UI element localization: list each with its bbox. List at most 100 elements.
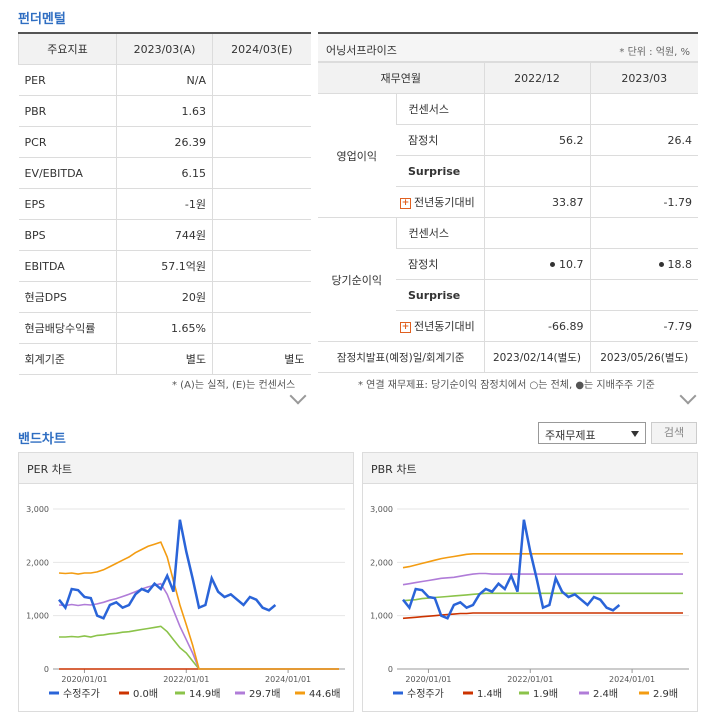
fundamental-title: 펀더멘털 <box>18 12 66 27</box>
series-line-2 <box>59 625 339 670</box>
row-value-1: 10.7 <box>483 248 591 280</box>
row-value-2 <box>589 93 699 125</box>
row-label-text: Surprise <box>408 288 461 302</box>
fundamental-note: * (A)는 실적, (E)는 컨센서스 <box>172 380 296 391</box>
header-col2: 2023/03 <box>589 62 699 94</box>
table-row: 잠정치발표(예정)일/회계기준 2023/02/14(별도) 2023/05/26(… <box>318 341 699 373</box>
row-value-1-text: 33.87 <box>552 195 584 209</box>
row-label: + 전년동기대비 <box>396 186 485 218</box>
row-label-text: 잠정치 <box>408 258 439 271</box>
row-value-2 <box>589 217 699 249</box>
row-actual: N/A <box>116 64 213 96</box>
earnings-table: 재무연월 2022/12 2023/03 영업이익 컨센서스 잠정치 56.2 26.4… <box>318 62 699 373</box>
row-label-text: 컨센서스 <box>408 227 449 240</box>
row-actual: 57.1억원 <box>116 250 213 282</box>
earnings-header: 어닝서프라이즈 * 단위 : 억원, % <box>318 32 698 62</box>
legend-label: 수정주가 <box>407 688 444 700</box>
row-value-2-text: 18.8 <box>667 257 693 271</box>
legend-label: 0.0배 <box>133 688 158 700</box>
table-row: 당기순이익 컨센서스 <box>318 217 699 342</box>
table-row: 회계기준 별도 별도 <box>18 343 311 375</box>
expand-icon[interactable]: + <box>400 321 411 333</box>
header-col1: 2022/12 <box>483 62 591 94</box>
pbr-chart: 3,000 2,000 1,000 0 2020/01/01 2022/01/01 2024… <box>370 505 689 700</box>
row-label: BPS <box>18 219 117 251</box>
row-estimate <box>212 281 311 313</box>
x-tick-label: 2022/01/01 <box>163 675 209 684</box>
row-value-1 <box>483 217 591 249</box>
row-label: 현금배당수익률 <box>18 312 117 344</box>
fundamental-table: 주요지표 2023/03(A) 2024/03(E) PER N/A PBR 1.63… <box>18 32 311 375</box>
row-value-2-text: -1.79 <box>663 195 693 209</box>
per-chart-panel: PER 차트 3,000 2,000 1,000 0 2020/01/01 2022/01… <box>18 452 354 712</box>
legend-label: 2.4배 <box>593 688 618 700</box>
chevron-down-icon[interactable] <box>679 387 697 405</box>
group-label: 영업이익 <box>318 93 396 218</box>
row-value-2: 26.4 <box>589 124 699 156</box>
table-row: PCR 26.39 <box>18 126 311 158</box>
legend-label: 1.4배 <box>477 688 502 700</box>
row-actual: -1원 <box>116 188 213 220</box>
row-actual: 별도 <box>116 343 213 375</box>
legend-label: 1.9배 <box>533 688 558 700</box>
footer-label: 잠정치발표(예정)일/회계기준 <box>318 341 485 373</box>
group-label: 당기순이익 <box>318 217 396 342</box>
row-label-text: 전년동기대비 <box>414 196 475 209</box>
row-actual: 1.63 <box>116 95 213 127</box>
x-tick-label: 2022/01/01 <box>507 675 553 684</box>
table-row: + 전년동기대비 -66.89 -7.79 <box>318 310 699 342</box>
row-estimate <box>212 219 311 251</box>
row-value-2: -7.79 <box>589 310 699 342</box>
row-value-1-text: -66.89 <box>548 319 584 333</box>
row-estimate <box>212 312 311 344</box>
row-estimate <box>212 64 311 96</box>
series-line-0 <box>58 519 277 620</box>
search-button[interactable]: 검색 <box>651 422 697 444</box>
row-value-2-text: -7.79 <box>663 319 693 333</box>
row-actual: 20원 <box>116 281 213 313</box>
row-label: EPS <box>18 188 117 220</box>
legend-label: 29.7배 <box>249 688 280 700</box>
row-actual: 26.39 <box>116 126 213 158</box>
dot-icon <box>658 262 664 267</box>
row-label: PER <box>18 64 117 96</box>
row-value-2 <box>589 155 699 187</box>
statement-select[interactable]: 주재무제표 <box>538 422 646 444</box>
band-title: 밴드차트 <box>18 432 66 447</box>
expand-icon[interactable]: + <box>400 197 411 209</box>
row-value-2 <box>589 279 699 311</box>
table-row: Surprise <box>318 279 699 311</box>
row-value-1 <box>483 279 591 311</box>
y-tick-label: 2,000 <box>370 558 393 567</box>
row-estimate <box>212 250 311 282</box>
dot-icon <box>550 262 556 267</box>
legend-label: 수정주가 <box>63 688 100 700</box>
table-row: 현금배당수익률 1.65% <box>18 312 311 344</box>
table-header-row: 주요지표 2023/03(A) 2024/03(E) <box>18 32 311 65</box>
series-line-0 <box>402 519 621 620</box>
table-row: PBR 1.63 <box>18 95 311 127</box>
row-value-1 <box>483 155 591 187</box>
row-value-2: 18.8 <box>589 248 699 280</box>
table-header-row: 재무연월 2022/12 2023/03 <box>318 62 699 94</box>
row-value-2: -1.79 <box>589 186 699 218</box>
earnings-unit: * 단위 : 억원, % <box>619 47 690 58</box>
row-label-text: 전년동기대비 <box>414 320 475 333</box>
row-value-1-text: 56.2 <box>559 133 584 147</box>
table-row: BPS 744원 <box>18 219 311 251</box>
row-label: EV/EBITDA <box>18 157 117 189</box>
series-line-3 <box>402 572 683 586</box>
y-tick-label: 3,000 <box>26 505 49 514</box>
earnings-title: 어닝서프라이즈 <box>326 44 397 57</box>
pbr-chart-header: PBR 차트 <box>363 453 697 484</box>
header-col2: 2024/03(E) <box>212 32 311 65</box>
row-label-text: 컨센서스 <box>408 103 449 116</box>
row-label: 컨센서스 <box>395 93 485 125</box>
row-value-1: 56.2 <box>483 124 591 156</box>
y-tick-label: 0 <box>388 665 393 674</box>
row-estimate <box>212 126 311 158</box>
legend-label: 44.6배 <box>309 688 340 700</box>
row-label-text: Surprise <box>408 164 461 178</box>
table-row: 영업이익 컨센서스 <box>318 93 699 218</box>
series-line-2 <box>402 592 683 602</box>
